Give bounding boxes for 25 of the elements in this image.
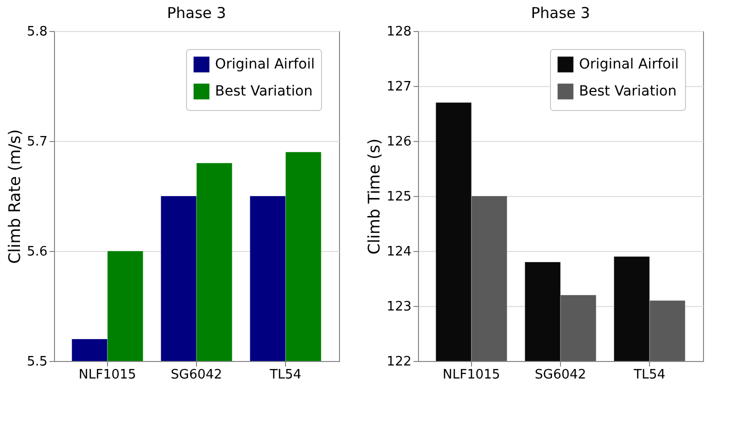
y-tick-label: 5.8 [26, 24, 48, 40]
x-tick-label: TL54 [268, 368, 302, 382]
x-tick-label: NLF1015 [78, 368, 136, 382]
y-tick-label: 125 [386, 190, 412, 204]
y-tick-label: 5.7 [26, 134, 48, 150]
y-tick-label: 5.5 [26, 354, 48, 370]
x-tick-label: SG6042 [170, 368, 222, 382]
legend-label: Original Airfoil [215, 56, 315, 72]
legend-label: Original Airfoil [579, 56, 679, 72]
chart-title: Phase 3 [166, 4, 226, 22]
x-tick-label: TL54 [632, 368, 666, 382]
y-tick-label: 124 [386, 244, 412, 260]
y-tick-label: 5.6 [26, 244, 48, 260]
y-axis-title: Climb Time (s) [364, 138, 384, 254]
x-tick-label: SG6042 [534, 368, 586, 382]
x-tick-label: NLF1015 [442, 368, 500, 382]
y-tick-label: 126 [386, 134, 412, 150]
y-axis-title: Climb Rate (m/s) [4, 129, 24, 264]
chart-title: Phase 3 [530, 4, 590, 22]
legend-label: Best Variation [215, 84, 313, 100]
y-tick-label: 128 [386, 24, 412, 40]
y-tick-label: 127 [386, 80, 412, 94]
y-tick-label: 123 [386, 300, 412, 314]
y-tick-label: 122 [386, 354, 412, 370]
legend-label: Best Variation [579, 84, 677, 100]
